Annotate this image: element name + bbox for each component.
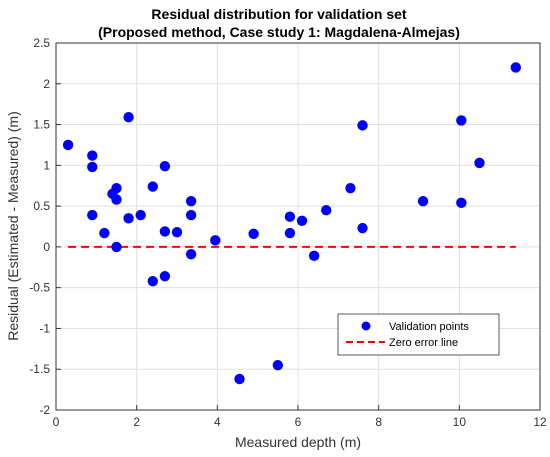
validation-point <box>87 161 98 173</box>
y-tick-label: -1 <box>39 321 50 335</box>
validation-point <box>456 197 467 209</box>
validation-point <box>308 250 320 262</box>
validation-point <box>284 211 296 222</box>
x-axis-label: Measured depth (m) <box>235 434 361 450</box>
x-tick-label: 6 <box>295 415 302 429</box>
y-axis-label: Residual (Estimated - Measured) (m) <box>5 111 21 341</box>
y-tick-label: 1.5 <box>33 118 50 132</box>
y-tick-label: 1 <box>43 158 50 172</box>
validation-point <box>99 227 110 239</box>
legend-box <box>337 313 500 356</box>
validation-point <box>123 213 134 224</box>
validation-point <box>159 160 171 172</box>
y-tick-label: -1.5 <box>29 362 50 376</box>
validation-point <box>284 227 296 239</box>
validation-point <box>510 62 521 73</box>
validation-point <box>210 235 221 246</box>
legend-label-validation-points: Validation points <box>389 321 469 333</box>
validation-point <box>234 373 245 385</box>
x-tick-label: 10 <box>453 415 467 429</box>
validation-point <box>111 194 122 205</box>
validation-point <box>62 139 74 151</box>
y-tick-label: 2.5 <box>33 36 50 50</box>
legend: Validation points Zero error line <box>337 313 500 356</box>
validation-point <box>456 115 467 126</box>
x-tick-label: 0 <box>53 415 60 429</box>
x-tick-label: 12 <box>533 415 547 429</box>
validation-point <box>474 157 485 169</box>
x-tick-label: 4 <box>214 415 221 429</box>
validation-point <box>357 120 368 131</box>
legend-label-zero-error-line: Zero error line <box>389 337 458 349</box>
validation-point <box>159 226 171 237</box>
points-layer <box>62 62 521 385</box>
validation-point <box>135 209 146 221</box>
y-axis-ticks: -2 -1.5 -1 -0.5 0 0.5 1 1.5 2 2.5 <box>29 36 61 417</box>
chart-title-line-2: (Proposed method, Case study 1: Magdalen… <box>98 24 460 40</box>
y-tick-label: -0.5 <box>29 281 50 295</box>
validation-point <box>296 215 308 226</box>
chart-title-line-1: Residual distribution for validation set <box>151 6 406 22</box>
validation-point <box>357 222 368 234</box>
validation-point <box>171 227 183 238</box>
validation-point <box>111 182 122 194</box>
validation-point <box>345 182 356 194</box>
legend-marker-validation-points <box>361 321 371 331</box>
x-tick-label: 8 <box>375 415 382 429</box>
validation-point <box>321 204 332 216</box>
validation-point <box>272 359 284 371</box>
y-tick-label: 0.5 <box>33 199 50 213</box>
validation-point <box>159 271 171 282</box>
validation-point <box>417 196 429 207</box>
x-axis-ticks: 0 2 4 6 8 10 12 <box>53 405 547 429</box>
validation-point <box>185 249 197 260</box>
validation-point <box>87 150 98 161</box>
y-tick-label: 0 <box>43 240 50 254</box>
validation-point <box>185 209 197 221</box>
validation-point <box>147 275 158 287</box>
validation-point <box>147 181 158 192</box>
y-tick-label: -2 <box>39 403 50 417</box>
validation-point <box>248 228 259 240</box>
validation-point <box>111 241 122 253</box>
x-tick-label: 2 <box>133 415 140 429</box>
y-tick-label: 2 <box>43 77 50 91</box>
validation-point <box>87 209 98 221</box>
validation-point <box>123 112 134 123</box>
validation-point <box>185 196 197 207</box>
